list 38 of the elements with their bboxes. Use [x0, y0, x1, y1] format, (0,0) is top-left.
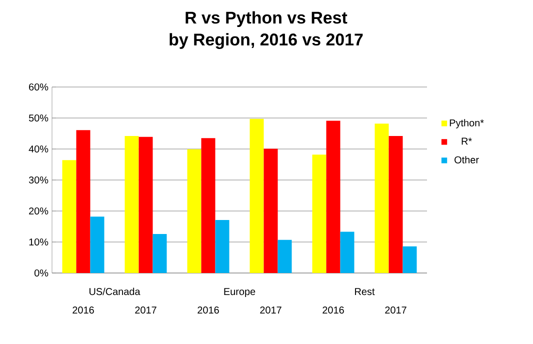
bar: [76, 130, 90, 273]
bar: [388, 136, 403, 273]
y-tick-label: 30%: [28, 176, 48, 184]
bar: [90, 216, 104, 273]
bar: [278, 240, 292, 273]
y-tick-label: 60%: [29, 83, 48, 91]
legend-label: Python*: [450, 119, 484, 128]
y-tick-label: 20%: [29, 207, 48, 215]
x-tick-label: 2017: [385, 306, 406, 314]
bar: [62, 160, 76, 273]
x-tick-label: 2016: [72, 306, 94, 314]
text: US/Canada: [90, 288, 140, 296]
bar: [250, 118, 264, 273]
bar: [326, 120, 340, 273]
bar: [340, 232, 354, 273]
x-tick-label: 2016: [198, 306, 219, 314]
text: Europe: [224, 288, 256, 298]
x-tick-label: 2017: [135, 306, 156, 314]
bar: [264, 148, 278, 273]
chart-title: R vs Python vs Rest by Region, 2016 vs 2017: [170, 11, 363, 49]
y-tick-label: 50%: [28, 114, 48, 122]
bar: [187, 149, 202, 273]
x-tick-label: 2016: [322, 306, 344, 314]
bar: [402, 246, 417, 273]
bar: [312, 154, 326, 273]
y-tick-label: 0%: [34, 269, 48, 277]
bar: [215, 220, 230, 273]
text: Rest: [355, 288, 375, 296]
y-tick-label: 40%: [28, 145, 48, 153]
bar: [201, 138, 216, 273]
bar: [124, 136, 139, 273]
bar: [374, 124, 389, 273]
bar: [138, 136, 153, 273]
x-tick-label: 2017: [260, 306, 282, 314]
legend-label: Other: [454, 156, 479, 164]
y-tick-label: 10%: [29, 238, 48, 246]
legend-label: R*: [462, 138, 472, 145]
bar: [152, 234, 167, 273]
